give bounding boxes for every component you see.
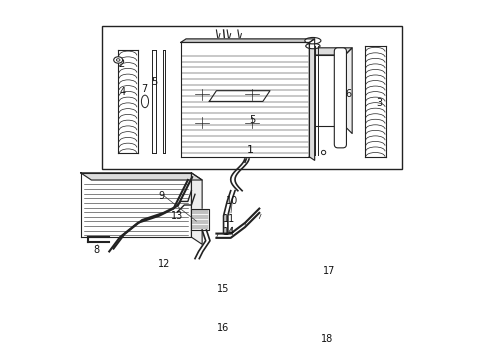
Ellipse shape	[305, 37, 321, 44]
Polygon shape	[81, 173, 202, 180]
Polygon shape	[345, 48, 352, 134]
Text: 3: 3	[376, 98, 382, 108]
Text: 18: 18	[321, 334, 333, 344]
Polygon shape	[309, 39, 315, 160]
Text: 16: 16	[218, 323, 230, 333]
FancyBboxPatch shape	[334, 48, 346, 148]
Text: 7: 7	[141, 84, 147, 94]
Text: 8: 8	[94, 245, 100, 255]
Text: 1: 1	[247, 145, 254, 155]
Polygon shape	[181, 39, 315, 42]
Text: 15: 15	[218, 284, 230, 294]
Polygon shape	[273, 55, 345, 126]
Text: 14: 14	[223, 227, 235, 237]
Ellipse shape	[142, 95, 148, 108]
Text: 6: 6	[345, 89, 352, 99]
Text: 5: 5	[151, 77, 158, 87]
Ellipse shape	[114, 57, 122, 63]
Bar	[102, 26, 402, 169]
Text: 17: 17	[323, 266, 335, 276]
Text: 4: 4	[120, 87, 126, 98]
Polygon shape	[192, 173, 202, 244]
Polygon shape	[192, 208, 209, 230]
Polygon shape	[209, 91, 270, 102]
Text: 9: 9	[158, 191, 164, 201]
Text: 11: 11	[223, 214, 235, 224]
Text: 12: 12	[158, 259, 171, 269]
Text: 5: 5	[249, 115, 255, 125]
Ellipse shape	[117, 59, 120, 61]
Text: 10: 10	[226, 197, 239, 206]
Ellipse shape	[321, 150, 326, 155]
Polygon shape	[273, 48, 352, 55]
Text: 2: 2	[119, 59, 125, 69]
Polygon shape	[181, 42, 309, 157]
Polygon shape	[81, 173, 192, 237]
Text: 13: 13	[171, 211, 183, 221]
Ellipse shape	[306, 43, 320, 49]
